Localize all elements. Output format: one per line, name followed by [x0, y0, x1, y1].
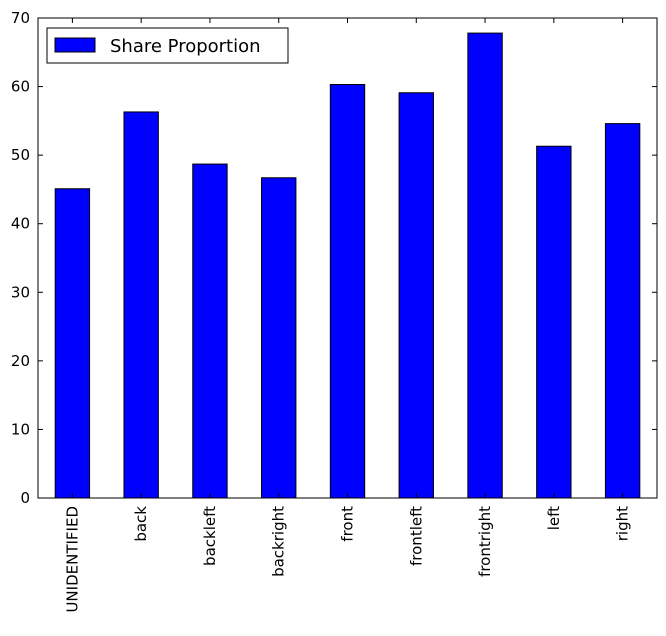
- legend-label: Share Proportion: [110, 36, 261, 57]
- x-tick-label: left: [545, 506, 563, 530]
- x-tick-label: frontleft: [407, 506, 425, 566]
- y-tick-label: 40: [11, 215, 30, 233]
- bar-back: [123, 111, 159, 499]
- bar-backright: [261, 177, 297, 499]
- y-tick-label: 50: [11, 146, 30, 164]
- legend-swatch: [54, 37, 96, 53]
- y-tick-label: 60: [11, 78, 30, 96]
- legend: Share Proportion: [46, 27, 289, 64]
- y-tick-label: 20: [11, 352, 30, 370]
- x-tick-label: backleft: [201, 506, 219, 566]
- bar-frontleft: [398, 92, 434, 499]
- x-tick-label: back: [132, 506, 150, 542]
- y-tick-label: 0: [20, 489, 30, 507]
- x-tick-label: backright: [270, 506, 288, 577]
- bar-front: [329, 84, 366, 499]
- y-tick-label: 70: [11, 9, 30, 27]
- y-tick-label: 10: [11, 420, 30, 438]
- y-tick-label: 30: [11, 283, 30, 301]
- x-tick-label: front: [339, 506, 357, 542]
- bar-unidentified: [54, 188, 91, 499]
- bar-backleft: [192, 163, 228, 499]
- bar-right: [604, 123, 641, 499]
- bar-frontright: [467, 32, 503, 499]
- ticks-layer: UNIDENTIFIED back backleft backright front fr…: [11, 9, 657, 613]
- bar-left: [536, 145, 572, 499]
- x-tick-label: frontright: [476, 506, 494, 577]
- x-tick-label: right: [614, 506, 632, 541]
- x-tick-label: UNIDENTIFIED: [63, 506, 81, 613]
- bars-layer: [54, 32, 641, 499]
